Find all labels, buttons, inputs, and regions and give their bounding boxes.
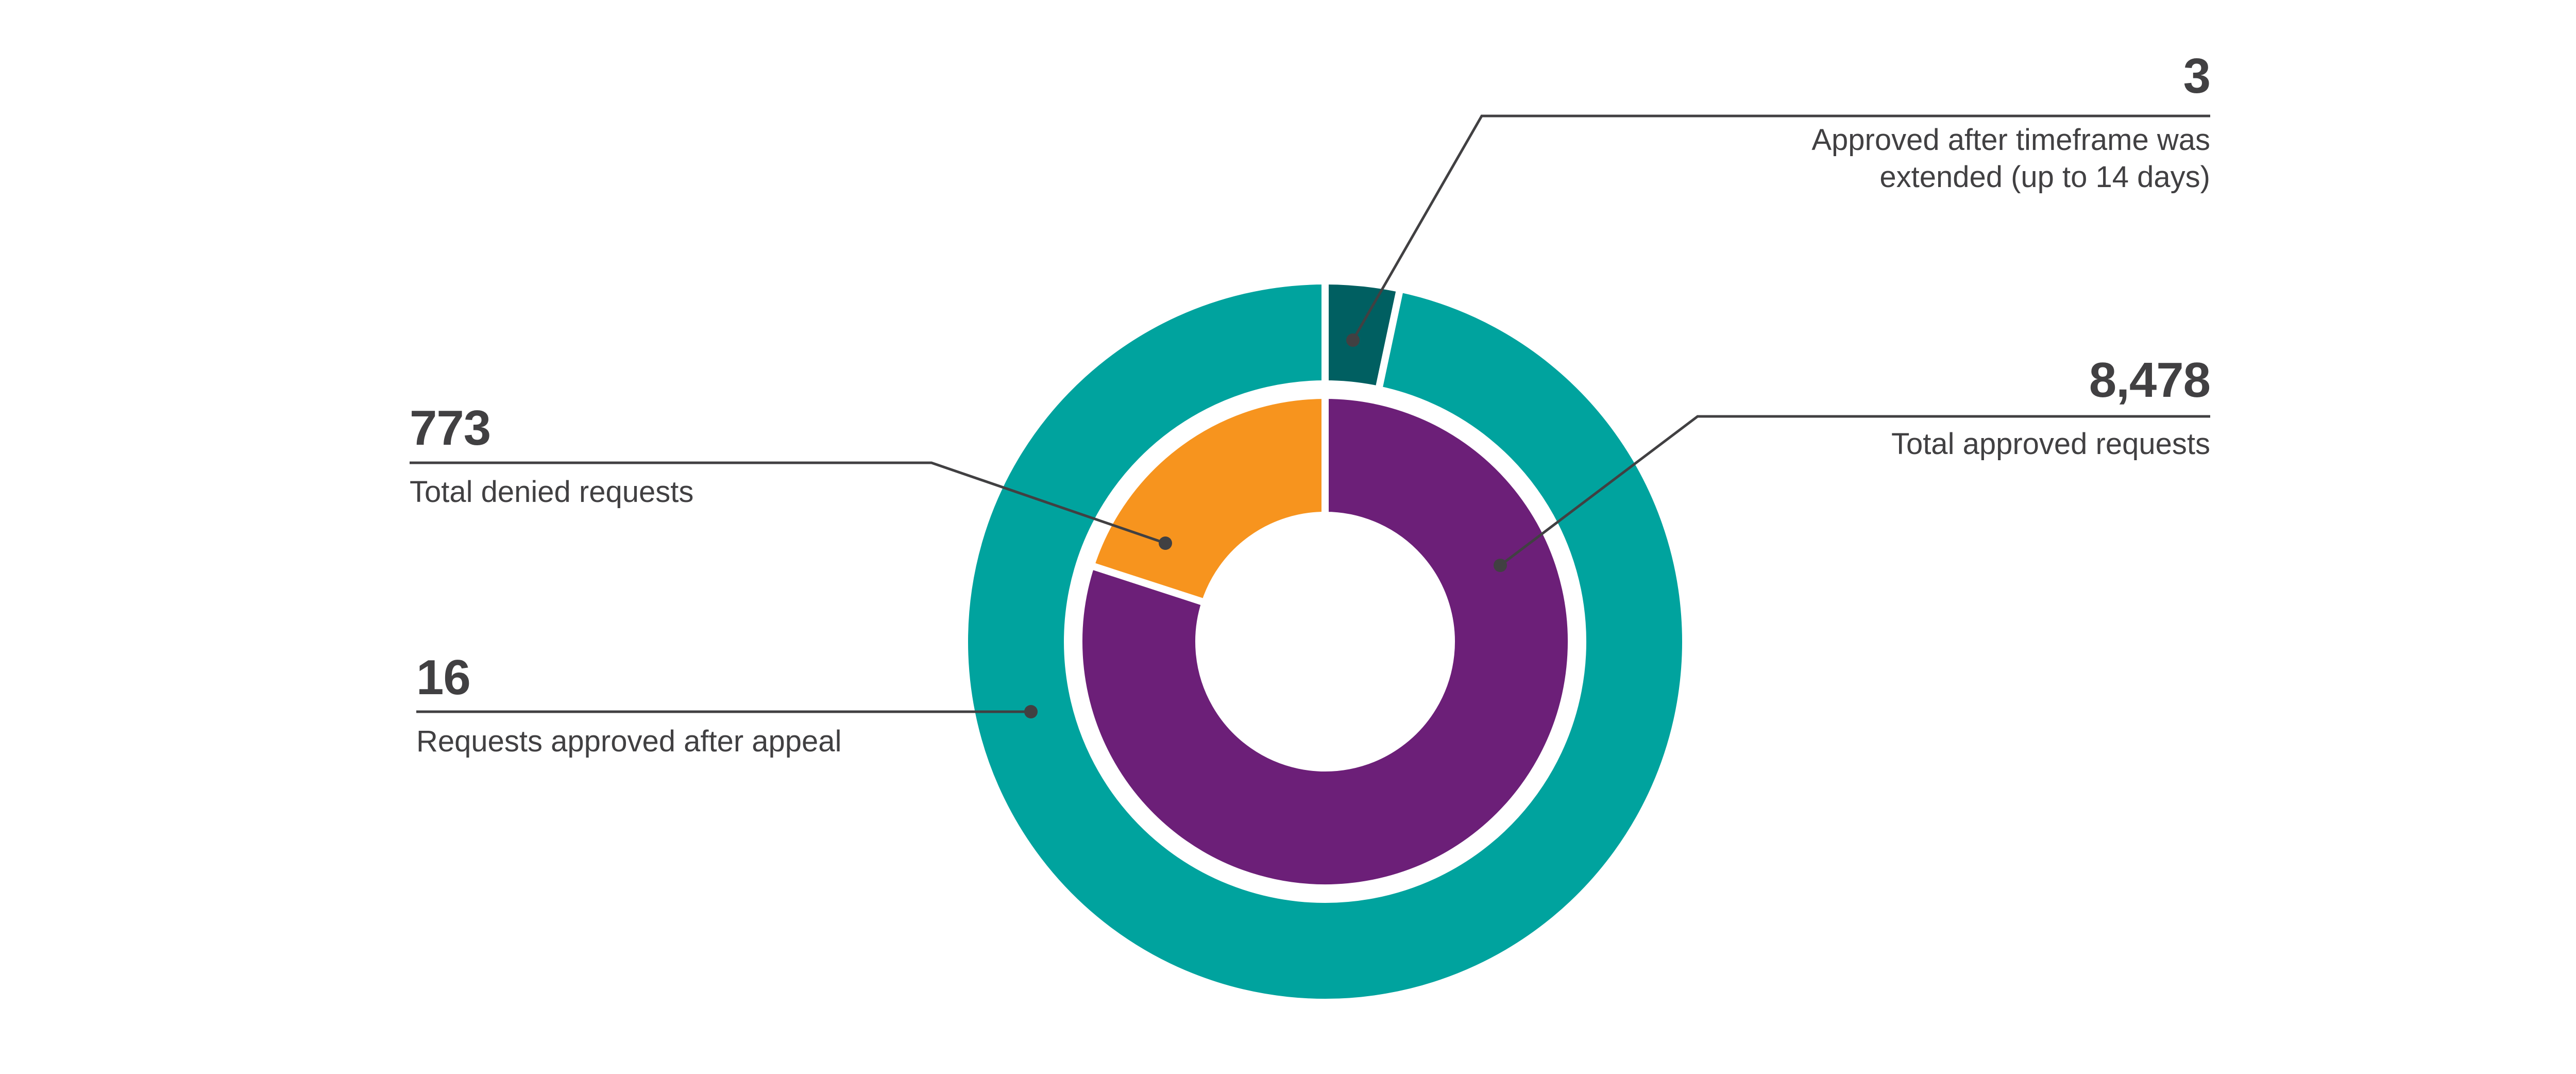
callout-value: 773	[410, 400, 491, 456]
leader-dot-appeal	[1024, 705, 1038, 718]
callout-label-line: Approved after timeframe was	[1811, 123, 2210, 157]
leader-line-denied	[410, 461, 1166, 545]
donut-rings	[961, 277, 1689, 1006]
callout-label: Total approved requests	[1891, 427, 2210, 461]
callout-denied: 773 Total denied requests	[410, 404, 976, 511]
callout-label: Requests approved after appeal	[416, 725, 842, 758]
leader-dot-approved	[1494, 559, 1507, 572]
callout-extended: 3 Approved after timeframe was extended …	[1540, 48, 2211, 196]
callout-value: 8,478	[2089, 353, 2211, 408]
callout-value: 16	[416, 650, 471, 705]
leader-line-approved	[1499, 415, 2210, 566]
donut-segment-appeal	[961, 277, 1689, 1006]
callout-label-line: extended (up to 14 days)	[1879, 160, 2210, 194]
callout-approved: 8,478 Total approved requests	[1540, 353, 2211, 463]
donut-segment-denied	[1086, 391, 1329, 608]
callout-label: Total denied requests	[410, 475, 694, 509]
leader-dot-extended	[1346, 333, 1360, 347]
leader-dot-denied	[1159, 536, 1172, 550]
donut-segment-approved	[1075, 391, 1575, 892]
leader-line-extended	[1351, 114, 2210, 341]
leader-lines	[410, 114, 2210, 718]
callout-appeal: 16 Requests approved after appeal	[416, 653, 1035, 760]
callout-value: 3	[2183, 48, 2211, 104]
callout-label: Approved after timeframe was extended (u…	[1540, 122, 2210, 196]
